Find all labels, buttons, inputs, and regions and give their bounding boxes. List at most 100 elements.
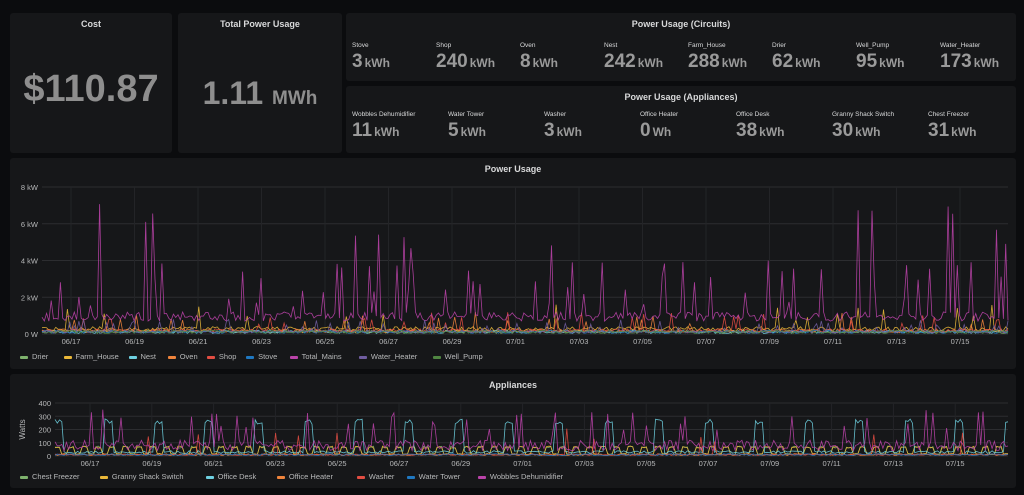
circuit-value: 62 kWh (772, 51, 821, 72)
appliance-stat-granny-shack-switch: Granny Shack Switch 30 kWh (832, 111, 894, 142)
x-tick-label: 07/03 (575, 459, 594, 468)
legend-swatch (356, 475, 365, 479)
y-tick-label: 400 (38, 399, 51, 408)
y-tick-label: 300 (38, 412, 51, 421)
legend-swatch (20, 355, 28, 359)
appliance-stat-wobbles-dehumidifier: Wobbles Dehumidifier 11 kWh (352, 111, 415, 142)
x-tick-label: 06/29 (451, 459, 470, 468)
legend-item-nest[interactable]: Nest (128, 352, 156, 361)
circuit-value: 242 kWh (604, 51, 664, 72)
legend-swatch (167, 355, 176, 359)
appliance-stat-office-desk: Office Desk 38 kWh (736, 111, 784, 142)
appliance-stat-water-tower: Water Tower 5 kWh (448, 111, 486, 142)
legend-item-granny-shack-switch[interactable]: Granny Shack Switch (99, 472, 184, 481)
legend-item-drier[interactable]: Drier (20, 352, 48, 361)
appliance-stat-office-heater: Office Heater 0 Wh (640, 111, 678, 142)
legend-label: Nest (140, 352, 156, 361)
legend-item-stove[interactable]: Stove (246, 352, 277, 361)
circuit-name: Shop (436, 42, 452, 49)
x-tick-label: 07/15 (951, 337, 970, 346)
legend-swatch (99, 475, 108, 479)
x-tick-label: 06/25 (328, 459, 347, 468)
series-line-well-pump (41, 329, 1009, 335)
legend-item-total-mains[interactable]: Total_Mains (289, 352, 342, 361)
appliance-name: Office Heater (640, 111, 679, 118)
circuit-name: Water_Heater (940, 42, 981, 49)
legend-swatch (276, 475, 285, 479)
legend-item-water-heater[interactable]: Water_Heater (358, 352, 418, 361)
legend-label: Wobbles Dehumidifier (489, 472, 564, 481)
total-power-unit: MWh (272, 88, 318, 109)
circuit-value: 173 kWh (940, 51, 1000, 72)
legend-item-well-pump[interactable]: Well_Pump (432, 352, 483, 361)
power-usage-chart-title: Power Usage (484, 164, 542, 174)
cost-panel[interactable]: Cost $110.87 (10, 13, 172, 153)
appliances-chart-panel[interactable]: Appliances 0 100 200 300 400 06/17 06/19 06/21 0… (10, 374, 1016, 488)
x-tick-label: 06/19 (125, 337, 144, 346)
x-tick-label: 07/07 (699, 459, 718, 468)
legend-item-wobbles-dehumidifier[interactable]: Wobbles Dehumidifier (477, 472, 564, 481)
legend-item-water-tower[interactable]: Water Tower (406, 472, 461, 481)
x-tick-label: 07/09 (760, 337, 779, 346)
legend-item-farm-house[interactable]: Farm_House (63, 352, 119, 361)
circuit-stat-well-pump: Well_Pump 95 kWh (856, 42, 904, 73)
x-tick-label: 07/13 (887, 337, 906, 346)
legend-label: Drier (32, 352, 49, 361)
legend-item-chest-freezer[interactable]: Chest Freezer (20, 472, 80, 481)
x-tick-label: 06/19 (142, 459, 161, 468)
circuit-value: 95 kWh (856, 51, 905, 72)
legend-label: Total_Mains (301, 352, 342, 361)
circuits-panel[interactable]: Power Usage (Circuits) Stove 3 kWh Shop 2… (346, 13, 1016, 81)
x-tick-label: 07/13 (884, 459, 903, 468)
legend-item-office-heater[interactable]: Office Heater (276, 472, 333, 481)
appliance-value: 38 kWh (736, 120, 785, 141)
appliance-name: Office Desk (736, 111, 770, 118)
legend-item-shop[interactable]: Shop (206, 352, 236, 361)
appliance-value: 5 kWh (448, 120, 486, 141)
y-tick-label: 4 kW (21, 257, 39, 266)
x-tick-label: 06/17 (81, 459, 100, 468)
circuit-name: Stove (352, 42, 369, 49)
legend-label: Washer (368, 472, 395, 481)
y-tick-label: 100 (38, 439, 51, 448)
power-usage-legend: Drier Farm_House Nest Oven Shop Stove Total_Ma… (20, 352, 1010, 364)
appliance-value: 11 kWh (352, 120, 400, 141)
appliance-value: 31 kWh (928, 120, 977, 141)
total-power-value: 1.11 (202, 75, 264, 111)
circuit-stat-stove: Stove 3 kWh (352, 42, 390, 73)
x-tick-label: 07/05 (633, 337, 652, 346)
legend-label: Chest Freezer (32, 472, 80, 481)
circuit-stat-drier: Drier 62 kWh (772, 42, 820, 73)
y-tick-label: 0 (47, 452, 51, 461)
legend-item-washer[interactable]: Washer (356, 472, 395, 481)
appliances-chart-title: Appliances (488, 380, 537, 390)
power-usage-chart-panel[interactable]: Power Usage 0 W 2 kW 4 kW 6 kW 8 kW 06/17 06/1… (10, 158, 1016, 369)
circuit-value: 288 kWh (688, 51, 748, 72)
x-tick-label: 06/27 (379, 337, 398, 346)
legend-item-oven[interactable]: Oven (167, 352, 198, 361)
legend-swatch (205, 475, 214, 479)
x-tick-label: 06/27 (390, 459, 409, 468)
legend-label: Water Tower (418, 472, 461, 481)
series-line-wobbles-dehumidifier (54, 409, 1009, 453)
total-power-panel[interactable]: Total Power Usage 1.11 MWh (178, 13, 342, 153)
appliance-value: 30 kWh (832, 120, 881, 141)
legend-swatch (20, 475, 28, 479)
appliance-stat-washer: Washer 3 kWh (544, 111, 582, 142)
y-tick-label: 2 kW (21, 293, 39, 302)
appliances-stats-panel[interactable]: Power Usage (Appliances) Wobbles Dehumid… (346, 86, 1016, 153)
appliances-chart[interactable]: 0 100 200 300 400 06/17 06/19 06/21 06/23 06/25 06… (10, 374, 1016, 488)
circuit-stat-nest: Nest 242 kWh (604, 42, 663, 73)
circuit-stat-shop: Shop 240 kWh (436, 42, 495, 73)
appliance-name: Granny Shack Switch (832, 111, 895, 118)
power-usage-chart[interactable]: 0 W 2 kW 4 kW 6 kW 8 kW 06/17 06/19 06/21 06/23 0… (10, 158, 1016, 369)
legend-item-office-desk[interactable]: Office Desk (205, 472, 257, 481)
x-tick-label: 06/17 (62, 337, 81, 346)
series-line-water-tower (54, 453, 1009, 457)
legend-label: Water_Heater (370, 352, 418, 361)
circuit-name: Well_Pump (856, 42, 890, 49)
circuit-stat-farm-house: Farm_House 288 kWh (688, 42, 747, 73)
legend-label: Office Desk (217, 472, 257, 481)
appliance-name: Washer (544, 111, 567, 118)
legend-swatch (206, 355, 215, 359)
